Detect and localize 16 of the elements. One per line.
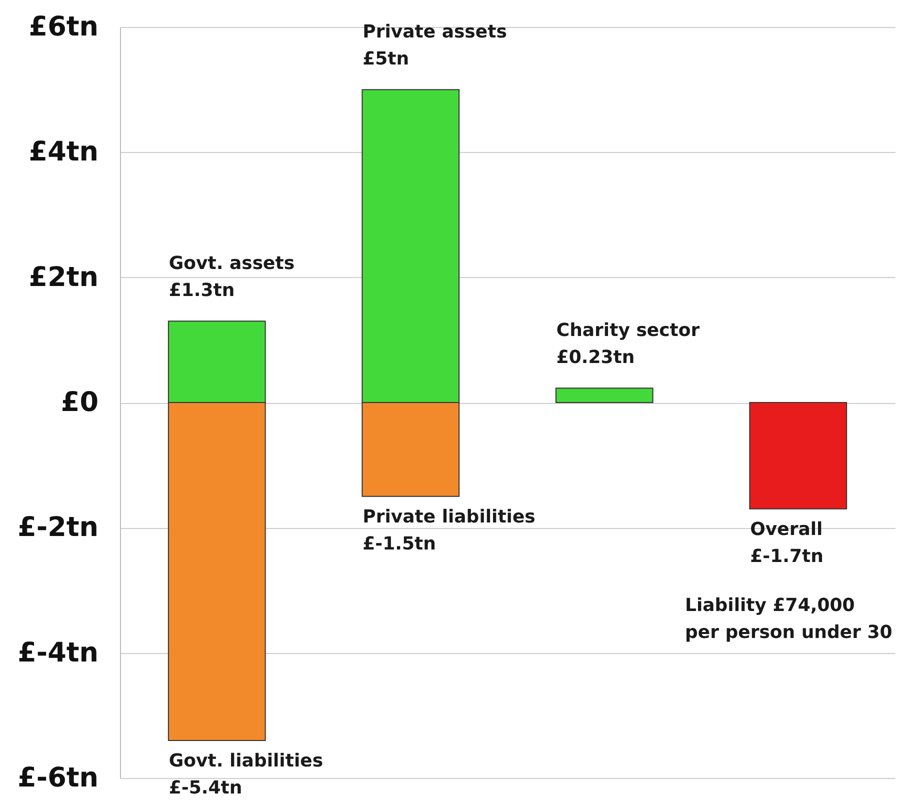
y-tick-label: £4tn [28,136,98,168]
data-label: Private liabilities £-1.5tn [362,506,536,554]
data-label: Overall £-1.7tn [750,518,824,567]
y-tick-label: £-2tn [18,512,98,544]
annotation: Liability £74,000 per person under 30 [685,595,892,643]
y-tick-label: £6tn [28,12,98,42]
bar [749,402,848,510]
y-tick-label: £0 [60,387,98,418]
y-tick-label: £-6tn [18,762,98,794]
data-label: Govt. assets £1.3tn [168,253,295,302]
bar [555,388,654,403]
data-label: Govt. liabilities £-5.4tn [168,750,324,798]
y-tick-label: £2tn [28,262,98,293]
data-label: Charity sector £0.23tn [556,320,700,368]
y-tick-label: £-4tn [18,637,98,668]
data-label: Private assets £5tn [362,22,507,70]
